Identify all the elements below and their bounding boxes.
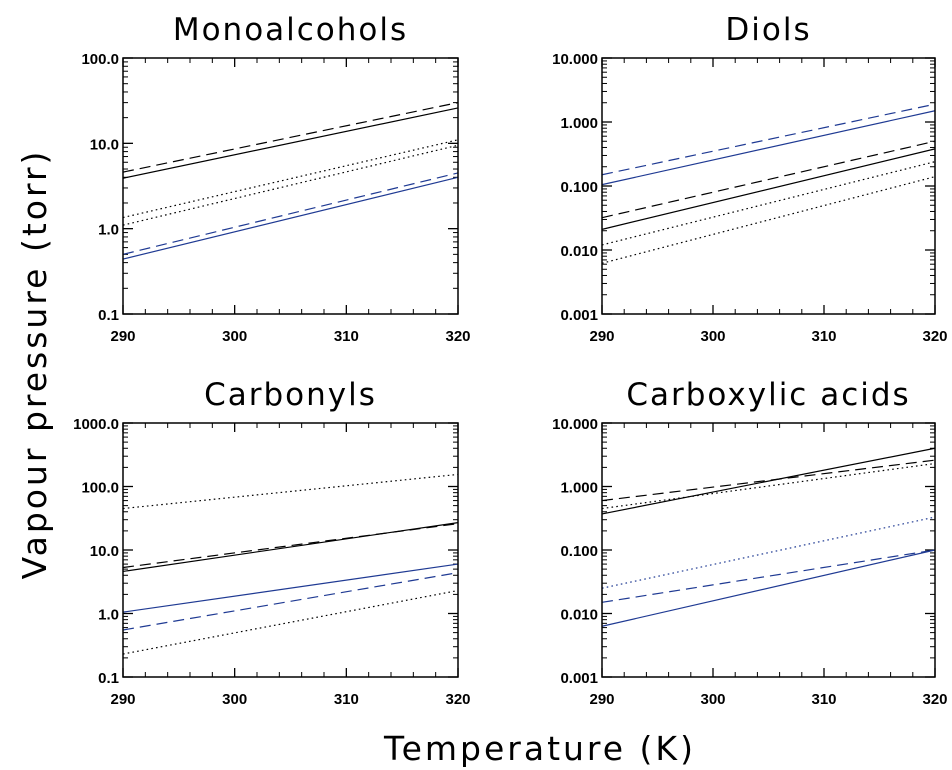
series-line-5-blue-dashed xyxy=(601,549,936,603)
y-tick-label: 1.0 xyxy=(98,607,119,624)
y-tick-label: 10.000 xyxy=(552,416,598,433)
chart-panel-1: Monoalcohols 290 300 310 320 0.1 1.0 10.0 100.0 xyxy=(81,12,470,345)
series-line-2-blue-solid xyxy=(601,110,936,186)
y-tick-label: 0.1 xyxy=(98,307,119,324)
y-tick-label: 1.0 xyxy=(98,222,119,239)
series-line-3-black-dashed xyxy=(601,140,936,219)
chart-title: Carboxylic acids xyxy=(626,377,910,413)
x-tick-label: 310 xyxy=(334,328,359,345)
x-tick-label: 310 xyxy=(811,328,836,345)
x-tick-label: 290 xyxy=(110,328,135,345)
series-line-3-black-solid xyxy=(122,522,459,573)
y-tick-label: 1.000 xyxy=(560,480,598,497)
x-tick-label: 300 xyxy=(700,328,725,345)
chart-panel-2: Diols 290 300 310 320 0.001 0.010 0.100 1.000 10.… xyxy=(552,12,947,345)
x-tick-label: 320 xyxy=(445,328,470,345)
y-tick-label: 100.0 xyxy=(81,51,119,68)
chart-title: Diols xyxy=(725,12,811,48)
x-tick-label: 320 xyxy=(445,691,470,708)
y-tick-label: 0.010 xyxy=(560,607,598,624)
y-tick-label: 10.000 xyxy=(552,51,598,68)
x-tick-label: 320 xyxy=(922,328,947,345)
series-line-4-blue-dotted xyxy=(601,516,936,589)
x-tick-label: 290 xyxy=(110,691,135,708)
x-tick-label: 290 xyxy=(589,691,614,708)
series-line-1-black-solid xyxy=(601,447,936,515)
series-line-6-blue-dashed xyxy=(122,172,459,255)
x-tick-label: 320 xyxy=(922,691,947,708)
plot-frame xyxy=(122,57,459,315)
series-line-2-black-dashed xyxy=(601,459,936,502)
x-axis-label: Temperature (K) xyxy=(383,729,696,768)
series-line-6-black-dotted xyxy=(122,589,459,655)
plot-frame xyxy=(601,57,936,315)
series-line-3-black-dotted xyxy=(601,462,936,510)
series-line-4-black-solid xyxy=(601,148,936,230)
y-tick-label: 0.100 xyxy=(560,179,598,196)
y-tick-label: 0.001 xyxy=(560,670,598,687)
series-line-5-blue-dashed xyxy=(122,572,459,631)
plot-frame xyxy=(122,422,459,678)
y-tick-label: 1000.0 xyxy=(73,416,119,433)
x-tick-label: 310 xyxy=(334,691,359,708)
y-tick-label: 100.0 xyxy=(81,480,119,497)
y-tick-label: 10.0 xyxy=(90,543,119,560)
series-line-1-black-dotted xyxy=(122,473,459,510)
series-line-3-black-dotted xyxy=(122,139,459,219)
x-tick-label: 300 xyxy=(700,691,725,708)
y-tick-label: 0.010 xyxy=(560,243,598,260)
x-tick-label: 290 xyxy=(589,328,614,345)
y-axis-label: Vapour pressure (torr) xyxy=(15,149,54,580)
series-line-6-blue-solid xyxy=(601,549,936,627)
x-tick-label: 310 xyxy=(811,691,836,708)
series-line-1-black-solid xyxy=(122,107,459,179)
series-line-2-black-dashed xyxy=(122,102,459,173)
x-tick-label: 300 xyxy=(222,328,247,345)
series-line-5-blue-solid xyxy=(122,176,459,260)
plot-frame xyxy=(601,422,936,678)
series-line-4-blue-solid xyxy=(122,563,459,613)
chart-panel-3: Carbonyls 290 300 310 320 0.1 1.0 10.0 100.0 1000… xyxy=(73,377,470,708)
chart-title: Carbonyls xyxy=(204,377,377,413)
y-tick-label: 10.0 xyxy=(90,136,119,153)
y-tick-label: 0.001 xyxy=(560,307,598,324)
chart-panel-4: Carboxylic acids 290 300 310 320 0.001 0.010 0.… xyxy=(552,377,947,708)
y-tick-label: 0.1 xyxy=(98,670,119,687)
y-tick-label: 0.100 xyxy=(560,543,598,560)
y-tick-label: 1.000 xyxy=(560,115,598,132)
series-line-1-blue-dashed xyxy=(601,103,936,176)
x-tick-label: 300 xyxy=(222,691,247,708)
chart-title: Monoalcohols xyxy=(173,12,408,48)
